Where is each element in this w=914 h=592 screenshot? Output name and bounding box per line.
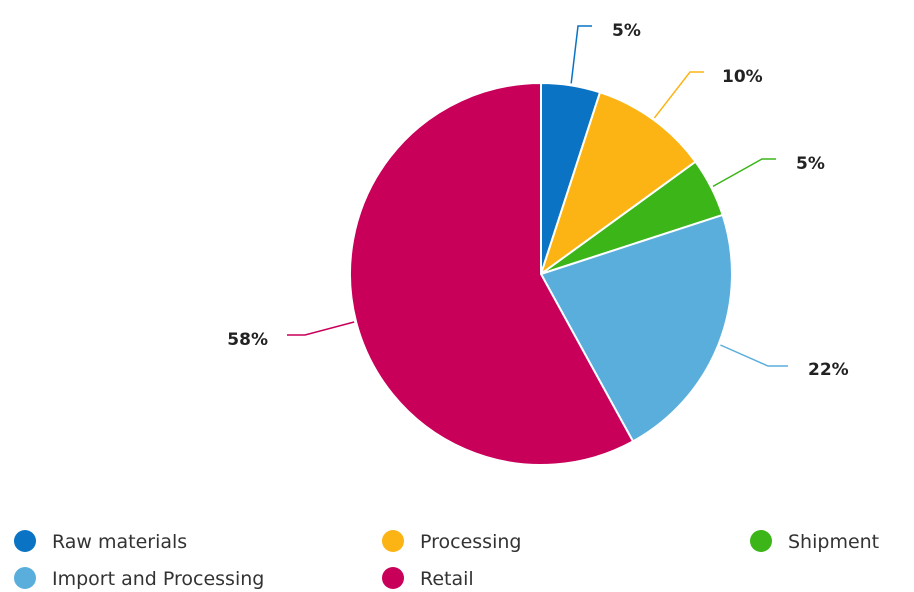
slice-label-processing: 10%	[722, 67, 763, 87]
legend-item-import-and-processing[interactable]: Import and Processing	[14, 567, 264, 590]
leader-line-retail	[287, 321, 355, 336]
leader-line-import-and-processing	[720, 344, 788, 367]
legend-label: Shipment	[788, 531, 879, 553]
leader-lines	[287, 25, 788, 367]
legend-item-processing[interactable]: Processing	[382, 530, 521, 553]
legend-marker	[14, 530, 36, 552]
legend-label: Processing	[420, 531, 521, 553]
legend-item-retail[interactable]: Retail	[382, 567, 474, 590]
slice-label-shipment: 5%	[796, 154, 825, 174]
pie-slices	[349, 81, 733, 466]
slice-label-import-and-processing: 22%	[808, 360, 849, 380]
legend-marker	[750, 530, 772, 552]
legend: Raw materials Processing Shipment Import an…	[14, 530, 879, 590]
legend-marker	[382, 567, 404, 589]
slice-label-raw-materials: 5%	[612, 21, 641, 41]
legend-label: Import and Processing	[52, 568, 264, 590]
pie-slice-import-and-processing[interactable]	[539, 213, 733, 443]
pie-slice-processing[interactable]	[539, 91, 697, 277]
pie-slice-retail[interactable]	[349, 81, 635, 466]
slice-label-retail: 58%	[227, 330, 268, 350]
leader-line-shipment	[712, 158, 776, 188]
leader-line-raw-materials	[570, 25, 592, 84]
legend-item-raw-materials[interactable]: Raw materials	[14, 530, 187, 553]
legend-item-shipment[interactable]: Shipment	[750, 530, 879, 553]
legend-marker	[382, 530, 404, 552]
legend-label: Raw materials	[52, 531, 187, 553]
leader-line-processing	[653, 71, 704, 119]
slice-labels: 5% 10% 5% 22% 58%	[227, 21, 848, 380]
legend-label: Retail	[420, 568, 474, 590]
legend-marker	[14, 567, 36, 589]
